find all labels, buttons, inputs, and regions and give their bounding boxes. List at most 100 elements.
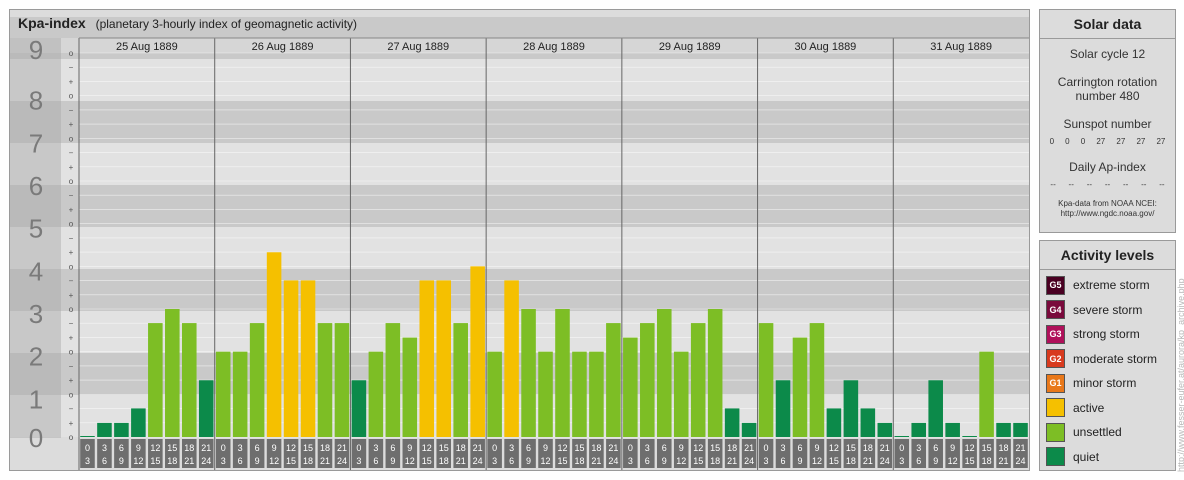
- activity-level-item: G5 extreme storm: [1040, 273, 1175, 298]
- kp-bar: [656, 309, 672, 437]
- interval-end-label: 3: [492, 456, 497, 466]
- y-subtick: −: [69, 191, 74, 200]
- interval-start-label: 15: [439, 443, 449, 453]
- activity-level-swatch: [1046, 398, 1065, 418]
- interval-start-label: 12: [286, 443, 296, 453]
- kp-bar: [402, 337, 418, 437]
- interval-box: [80, 439, 95, 468]
- kp-bar: [436, 280, 452, 437]
- interval-box: [996, 439, 1011, 468]
- interval-box: [860, 439, 876, 468]
- interval-start-label: 21: [473, 443, 483, 453]
- kp-bar: [385, 323, 401, 437]
- interval-end-label: 9: [662, 456, 667, 466]
- interval-end-label: 21: [863, 456, 873, 466]
- interval-box: [707, 439, 723, 468]
- kp-bar: [894, 436, 910, 437]
- kp-bar: [232, 351, 248, 437]
- interval-end-label: 12: [541, 456, 551, 466]
- y-subtick: o: [69, 220, 74, 229]
- interval-start-label: 21: [337, 443, 347, 453]
- interval-start-label: 0: [221, 443, 226, 453]
- ap-value: --: [1050, 180, 1056, 189]
- interval-end-label: 6: [916, 456, 921, 466]
- interval-start-label: 6: [662, 443, 667, 453]
- activity-levels-list: G5 extreme storm G4 severe storm G3 strong st…: [1040, 270, 1175, 469]
- interval-box: [656, 439, 672, 468]
- interval-start-label: 9: [679, 443, 684, 453]
- interval-start-label: 15: [846, 443, 856, 453]
- interval-end-label: 12: [405, 456, 415, 466]
- activity-level-item: unsettled: [1040, 420, 1175, 445]
- source-line-1: Kpa-data from NOAA NCEI:: [1058, 199, 1157, 208]
- interval-start-label: 6: [119, 443, 124, 453]
- sunspot-value: 27: [1156, 137, 1166, 146]
- y-subtick: o: [69, 305, 74, 314]
- interval-box: [724, 439, 740, 468]
- kp-bar: [181, 323, 197, 437]
- interval-box: [928, 439, 943, 468]
- y-subtick: −: [69, 277, 74, 286]
- interval-end-label: 9: [119, 456, 124, 466]
- interval-end-label: 24: [608, 456, 618, 466]
- activity-level-swatch: G2: [1046, 349, 1065, 369]
- interval-start-label: 3: [373, 443, 378, 453]
- interval-end-label: 6: [781, 456, 786, 466]
- interval-start-label: 0: [628, 443, 633, 453]
- ap-value: --: [1159, 180, 1165, 189]
- interval-end-label: 9: [390, 456, 395, 466]
- interval-end-label: 3: [221, 456, 226, 466]
- interval-end-label: 6: [509, 456, 514, 466]
- kp-bar: [97, 422, 112, 437]
- interval-end-label: 18: [846, 456, 856, 466]
- activity-level-swatch: G3: [1046, 324, 1065, 344]
- interval-start-label: 12: [965, 443, 975, 453]
- interval-box: [453, 439, 468, 468]
- kp-bar: [623, 337, 638, 437]
- interval-start-label: 15: [982, 443, 992, 453]
- activity-level-label: strong storm: [1073, 327, 1140, 342]
- interval-start-label: 18: [727, 443, 737, 453]
- interval-end-label: 18: [982, 456, 992, 466]
- interval-start-label: 18: [456, 443, 466, 453]
- ap-label: Daily Ap-index: [1069, 160, 1146, 174]
- activity-level-item: quiet: [1040, 445, 1175, 470]
- y-tick-label: 4: [29, 256, 43, 286]
- carrington-line-1: Carrington rotation: [1057, 75, 1158, 89]
- interval-box: [690, 439, 706, 468]
- interval-box: [402, 439, 418, 468]
- interval-start-label: 0: [764, 443, 769, 453]
- kp-bar: [606, 323, 621, 437]
- interval-start-label: 9: [950, 443, 955, 453]
- activity-level-item: G1 minor storm: [1040, 371, 1175, 396]
- interval-box: [97, 439, 112, 468]
- interval-end-label: 15: [286, 456, 296, 466]
- activity-level-swatch: [1046, 447, 1065, 467]
- interval-start-label: 3: [102, 443, 107, 453]
- interval-start-label: 3: [781, 443, 786, 453]
- y-subtick: +: [69, 419, 74, 428]
- interval-end-label: 24: [1016, 456, 1026, 466]
- kp-bar: [131, 408, 146, 437]
- activity-level-item: G3 strong storm: [1040, 322, 1175, 347]
- sunspot-value: 0: [1080, 137, 1086, 146]
- interval-end-label: 24: [744, 456, 754, 466]
- interval-box: [351, 439, 367, 468]
- interval-end-label: 12: [676, 456, 686, 466]
- y-subtick: o: [69, 433, 74, 442]
- interval-end-label: 24: [201, 456, 211, 466]
- y-subtick: o: [69, 262, 74, 271]
- interval-start-label: 3: [509, 443, 514, 453]
- interval-start-label: 6: [526, 443, 531, 453]
- interval-box: [877, 439, 893, 468]
- activity-level-item: G2 moderate storm: [1040, 347, 1175, 372]
- interval-start-label: 3: [916, 443, 921, 453]
- sunspot-value: 27: [1096, 137, 1106, 146]
- interval-start-label: 12: [150, 443, 160, 453]
- interval-end-label: 3: [899, 456, 904, 466]
- interval-box: [962, 439, 977, 468]
- interval-end-label: 24: [473, 456, 483, 466]
- y-subtick: +: [69, 163, 74, 172]
- day-label: 30 Aug 1889: [795, 41, 857, 53]
- y-tick-label: 8: [29, 86, 43, 116]
